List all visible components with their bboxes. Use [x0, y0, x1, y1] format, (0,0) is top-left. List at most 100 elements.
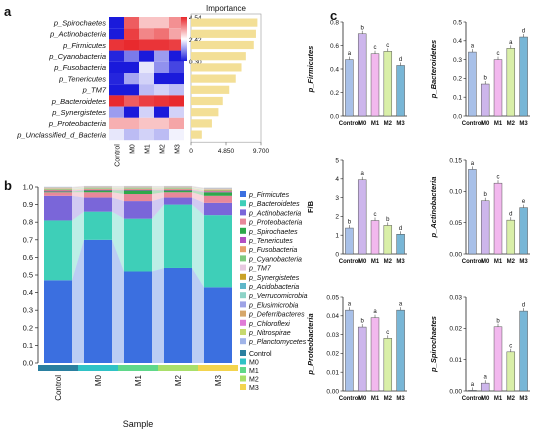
heatmap-cell: [139, 84, 154, 96]
b-flow-band: [192, 186, 204, 189]
importance-bar: [191, 85, 230, 94]
b-group-legend-swatch: [240, 384, 246, 390]
c-y-tick-label: 0.00: [449, 388, 462, 395]
b-flow-band: [112, 192, 124, 202]
c-significance-letter: a: [471, 161, 475, 167]
heatmap-cell: [139, 28, 154, 40]
heatmap-cell: [109, 61, 124, 73]
b-bar-segment: [164, 204, 192, 268]
b-bar-segment: [44, 190, 72, 192]
c-bar: [396, 234, 405, 255]
c-y-tick-label: 4: [335, 176, 339, 183]
heatmap-cell: [154, 117, 169, 129]
b-flow-band: [192, 187, 204, 190]
colorbar-tick: 2.42: [189, 37, 202, 44]
b-legend-swatch: [240, 200, 246, 207]
c-y-axis-label: p_Actinobacteria: [429, 177, 438, 239]
b-bar-segment: [164, 188, 192, 190]
b-flow-band: [112, 211, 124, 272]
b-flow-band: [72, 189, 84, 192]
b-x-tick-label: M0: [94, 374, 103, 386]
c-x-tick-label: M0: [481, 259, 490, 265]
c-bar: [468, 390, 477, 392]
heatmap-col-label: M1: [145, 144, 152, 154]
b-flow-band: [152, 267, 164, 363]
b-legend-label: p_Cyanobacteria: [248, 256, 302, 263]
heatmap-cell: [154, 129, 169, 141]
b-bar-segment: [124, 190, 152, 195]
heatmap-cell: [154, 106, 169, 118]
c-significance-letter: b: [496, 318, 500, 324]
heatmap-cell: [139, 17, 154, 29]
c-bar: [506, 48, 516, 117]
c-significance-letter: b: [361, 319, 365, 325]
b-bar-segment: [84, 188, 112, 189]
b-flow-band: [192, 186, 204, 189]
heatmap-row-label: p_Unclassified_d_Bacteria: [16, 130, 106, 139]
heatmap-cell: [154, 84, 169, 96]
heatmap-cell: [154, 61, 169, 73]
b-bar-segment: [204, 191, 232, 193]
heatmap-col-label: Control: [115, 144, 122, 167]
heatmap-row-label: p_Firmicutes: [62, 41, 106, 50]
b-flow-band: [112, 188, 124, 190]
b-legend-swatch: [240, 227, 246, 234]
c-x-tick-label: M2: [384, 121, 393, 127]
heatmap-cell: [139, 50, 154, 62]
c-significance-letter: a: [348, 302, 352, 308]
importance-bar: [191, 130, 202, 139]
c-significance-letter: e: [522, 199, 526, 205]
importance-tick-label: 9.700: [253, 148, 270, 155]
heatmap-row-label: p_Tenericutes: [58, 74, 106, 83]
c-significance-letter: a: [348, 51, 352, 57]
b-legend-label: p_Proteobacteria: [248, 220, 302, 227]
b-legend-label: p_Planctomycetes: [248, 339, 307, 346]
heatmap-cell: [154, 17, 169, 29]
b-flow-band: [72, 188, 84, 190]
c-bar: [370, 220, 380, 255]
b-flow-band: [192, 197, 204, 216]
c-x-tick-label: M1: [494, 396, 503, 402]
c-y-axis-label: p_Spirochaetes: [429, 316, 438, 373]
b-bar-segment: [44, 195, 72, 221]
heatmap-cell: [169, 117, 184, 129]
b-flow-band: [192, 204, 204, 288]
b-bar-segment: [204, 189, 232, 190]
c-x-tick-label: M3: [519, 259, 528, 265]
importance-title: Importance: [206, 4, 247, 13]
b-bar-segment: [164, 188, 192, 189]
heatmap-cell: [109, 28, 124, 40]
b-legend-label: p_Bacteroidetes: [248, 201, 300, 208]
heatmap-row-label: p_TM7: [82, 86, 107, 95]
c-x-tick-label: M0: [358, 396, 367, 402]
b-bar-segment: [204, 189, 232, 191]
heatmap-cell: [169, 129, 184, 141]
b-legend-swatch: [240, 283, 246, 289]
c-significance-letter: b: [361, 25, 365, 31]
c-x-tick-label: M1: [494, 259, 503, 265]
b-legend-swatch: [240, 255, 246, 262]
b-bar-segment: [164, 267, 192, 363]
b-group-legend-swatch: [240, 358, 246, 365]
colorbar: [181, 17, 187, 61]
c-significance-letter: c: [374, 212, 377, 218]
c-x-tick-label: M3: [396, 121, 405, 127]
c-y-tick-label: 0: [335, 251, 339, 258]
c-bar: [383, 338, 393, 392]
c-y-tick-label: 0.02: [326, 351, 339, 358]
b-flow-band: [72, 186, 84, 188]
importance-bar: [191, 18, 258, 27]
importance-bar: [191, 63, 242, 72]
c-y-tick-label: 0.03: [326, 332, 339, 339]
c-significance-letter: a: [361, 171, 365, 177]
panel-letter-b: b: [4, 178, 12, 193]
heatmap-row-label: p_Actinobacteria: [49, 30, 106, 39]
heatmap-cell: [124, 50, 139, 62]
b-flow-band: [72, 211, 84, 281]
b-flow-band: [112, 190, 124, 195]
heatmap-cell: [154, 73, 169, 85]
b-y-tick-label: 0.6: [23, 253, 33, 262]
c-bar: [493, 182, 503, 255]
b-y-tick-label: 0.7: [23, 235, 33, 244]
b-bar-segment: [124, 271, 152, 363]
